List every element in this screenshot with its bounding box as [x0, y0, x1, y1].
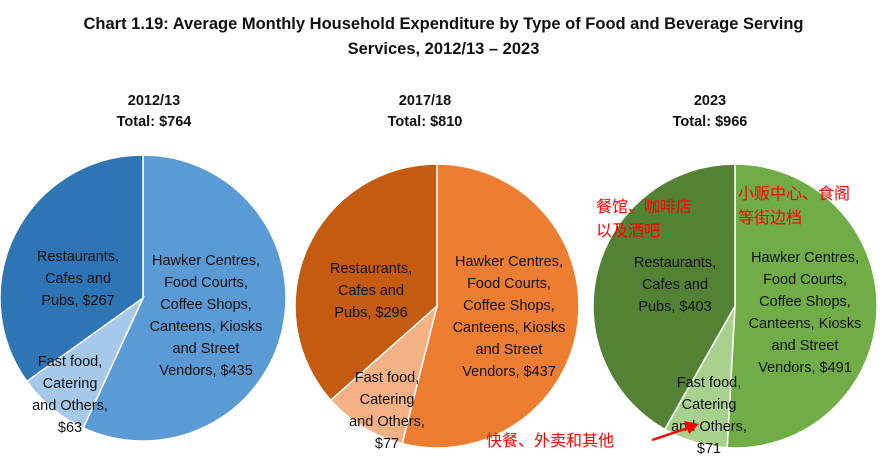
pie-slice-2017-18-hawker-centres: [401, 163, 580, 449]
chart-title-line-2: Services, 2012/13 – 2023: [347, 40, 540, 58]
pie-total-2023: Total: $966: [672, 114, 748, 130]
pie-slice-2017-18-fast-food-catering: [329, 303, 439, 445]
annotation-hawker-zh: 小贩中心、食阁等街边档: [738, 184, 850, 227]
slice-label-2012-13-hawker-centres: Hawker Centres, Food Courts, Coffee Shops,…: [150, 253, 263, 379]
chart-title-line-1: Chart 1.19: Average Monthly Household Ex…: [83, 15, 804, 33]
chart-title: Chart 1.19: Average Monthly Household Ex…: [0, 12, 887, 62]
slice-label-2012-13-fast-food-catering: Fast food, Catering and Others, $63: [32, 354, 108, 436]
annotation-fastfood-zh: 快餐、外卖和其他: [486, 431, 614, 450]
slice-label-2017-18-hawker-centres: Hawker Centres, Food Courts, Coffee Shops,…: [453, 254, 566, 380]
slice-label-2023-restaurants-cafes-pubs: Restaurants, Cafes and Pubs, $403: [634, 255, 716, 315]
annotation-arrow-head: [684, 421, 699, 434]
annotation-restaurants-zh: 餐馆、咖啡店以及酒吧: [596, 197, 692, 240]
pie-year-2017: 2017/18: [398, 93, 452, 109]
pie-slice-2012-13-restaurants-cafes-pubs: [0, 154, 144, 383]
pie-slice-2023-restaurants-cafes-pubs: [592, 163, 736, 431]
pie-slice-2017-18-restaurants-cafes-pubs: [294, 163, 438, 402]
slice-label-2017-18-restaurants-cafes-pubs: Restaurants, Cafes and Pubs, $296: [330, 261, 412, 321]
slice-label-2017-18-fast-food-catering: Fast food, Catering and Others, $77: [349, 370, 425, 452]
pie-year-2012: 2012/13: [127, 93, 181, 109]
pie-slice-2023-hawker-centres: [726, 163, 878, 449]
slice-label-2012-13-restaurants-cafes-pubs: Restaurants, Cafes and Pubs, $267: [37, 249, 119, 309]
pie-total-2012: Total: $764: [116, 114, 192, 130]
pie-year-2023: 2023: [693, 93, 727, 109]
slice-label-2023-hawker-centres: Hawker Centres, Food Courts, Coffee Shops,…: [749, 250, 862, 376]
pie-header-2012: 2012/13 Total: $764: [44, 91, 264, 133]
annotation-arrow-line: [651, 426, 689, 442]
pie-total-2017: Total: $810: [387, 114, 463, 130]
pie-slice-2012-13-hawker-centres: [82, 154, 287, 442]
pie-header-2017: 2017/18 Total: $810: [315, 91, 535, 133]
pie-header-2023: 2023 Total: $966: [600, 91, 820, 133]
